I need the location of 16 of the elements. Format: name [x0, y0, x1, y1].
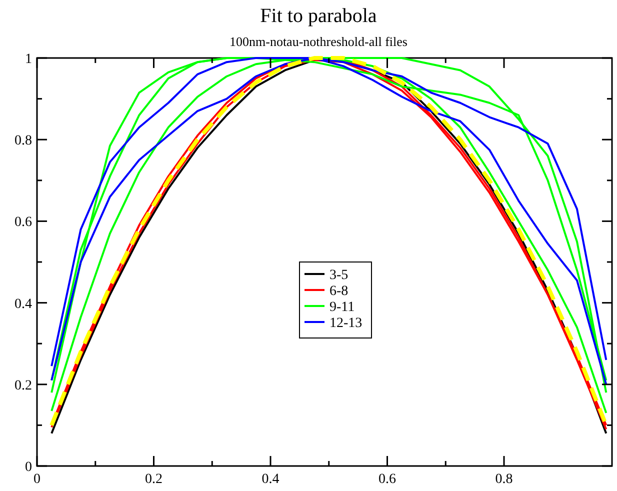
x-tick-label: 0.6	[378, 472, 396, 487]
chart-title: Fit to parabola	[260, 5, 377, 27]
legend-label: 6-8	[330, 284, 348, 299]
legend-label: 9-11	[330, 300, 355, 315]
x-tick-label: 0.2	[145, 472, 162, 487]
legend-label: 3-5	[330, 268, 348, 283]
y-tick-label: 0.6	[14, 215, 32, 230]
y-tick-label: 1	[25, 52, 32, 67]
legend-label: 12-13	[330, 316, 362, 331]
y-tick-label: 0.4	[14, 296, 32, 312]
x-tick-label: 0.8	[495, 472, 513, 487]
y-tick-label: 0	[25, 460, 32, 475]
y-tick-label: 0.2	[14, 378, 32, 394]
y-tick-label: 0.8	[14, 134, 32, 149]
chart-subtitle: 100nm-notau-nothreshold-all files	[230, 34, 408, 49]
x-tick-label: 0.4	[262, 472, 280, 487]
